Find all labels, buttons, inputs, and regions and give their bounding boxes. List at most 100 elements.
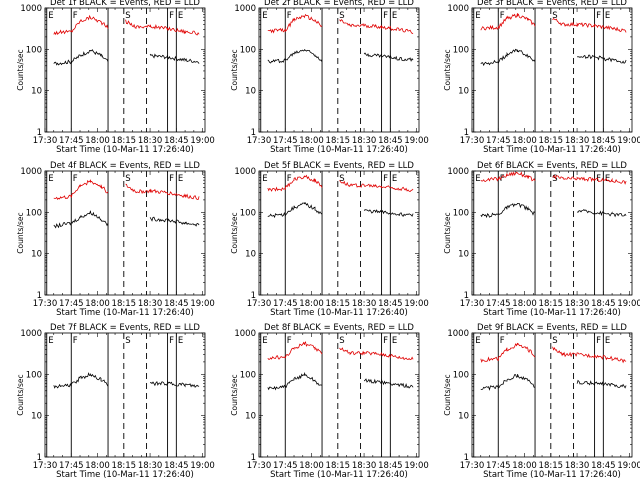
y-tick-label: 1 xyxy=(37,453,42,463)
detector-panel-3: Det 3f BLACK = Events, RED = LLD 17:30 17:… xyxy=(443,0,640,155)
plot-frame xyxy=(471,7,633,133)
y-tick-label: 1000 xyxy=(20,4,42,14)
event-marker-label: F xyxy=(169,11,174,21)
y-tick-label: 100 xyxy=(240,45,256,55)
x-tick-label: 19:00 xyxy=(404,461,429,471)
event-marker-label: S xyxy=(552,174,557,184)
event-marker-label: F xyxy=(596,11,601,21)
event-marker-label: S xyxy=(339,11,344,21)
x-tick-label: 18:15 xyxy=(539,461,564,471)
x-tick-label: 18:15 xyxy=(326,461,351,471)
x-tick-label: 18:00 xyxy=(85,461,110,471)
x-tick-label: 17:30 xyxy=(460,136,485,146)
x-tick-label: 19:00 xyxy=(617,461,640,471)
events-series-line xyxy=(53,210,200,229)
event-marker-label: S xyxy=(339,174,344,184)
y-axis-label: Counts/sec xyxy=(16,212,25,253)
y-tick-label: 1 xyxy=(464,291,469,301)
x-axis-label: Start Time (10-Mar-11 17:26:40) xyxy=(270,470,408,480)
y-tick-label: 1000 xyxy=(234,167,256,177)
x-tick-label: 18:15 xyxy=(112,299,137,309)
event-marker-label: F xyxy=(596,336,601,346)
event-marker-label: E xyxy=(178,11,183,21)
detector-panel-9: Det 9f BLACK = Events, RED = LLD 17:30 17:… xyxy=(443,323,640,480)
panel-title: Det 1f BLACK = Events, RED = LLD xyxy=(50,0,200,8)
x-tick-label: 18:30 xyxy=(565,136,590,146)
x-tick-label: 18:15 xyxy=(539,136,564,146)
event-marker-label: E xyxy=(605,11,610,21)
event-marker-label: S xyxy=(125,336,130,346)
x-axis-label: Start Time (10-Mar-11 17:26:40) xyxy=(483,308,621,318)
x-tick-label: 18:00 xyxy=(299,299,324,309)
event-marker-label: F xyxy=(73,336,78,346)
x-tick-label: 18:15 xyxy=(326,136,351,146)
y-tick-label: 1000 xyxy=(20,329,42,339)
x-axis-label: Start Time (10-Mar-11 17:26:40) xyxy=(270,145,408,155)
x-tick-label: 17:30 xyxy=(33,299,58,309)
y-axis-label: Counts/sec xyxy=(230,49,239,90)
panel-title: Det 4f BLACK = Events, RED = LLD xyxy=(50,161,200,171)
event-marker-label: F xyxy=(169,174,174,184)
y-tick-label: 1 xyxy=(37,128,42,138)
event-marker-label: F xyxy=(383,336,388,346)
y-tick-label: 100 xyxy=(26,208,42,218)
x-tick-label: 17:30 xyxy=(33,461,58,471)
event-marker-label: S xyxy=(552,11,557,21)
x-axis-label: Start Time (10-Mar-11 17:26:40) xyxy=(483,470,621,480)
y-axis-label: Counts/sec xyxy=(16,374,25,415)
event-marker-label: S xyxy=(125,11,130,21)
event-marker-label: E xyxy=(605,336,610,346)
x-tick-label: 18:30 xyxy=(138,461,163,471)
y-tick-label: 100 xyxy=(453,45,469,55)
event-marker-label: E xyxy=(48,11,53,21)
plot-frame xyxy=(471,170,633,296)
plot-frame xyxy=(471,332,633,458)
event-marker-label: S xyxy=(339,336,344,346)
y-tick-label: 1 xyxy=(251,291,256,301)
x-tick-label: 18:30 xyxy=(138,136,163,146)
x-tick-label: 17:45 xyxy=(273,461,298,471)
x-tick-label: 17:45 xyxy=(486,461,511,471)
events-series-line xyxy=(480,374,627,391)
x-tick-label: 17:30 xyxy=(247,461,272,471)
x-tick-label: 18:30 xyxy=(352,461,377,471)
x-tick-label: 18:30 xyxy=(565,461,590,471)
x-tick-label: 19:00 xyxy=(617,136,640,146)
y-axis-label: Counts/sec xyxy=(230,374,239,415)
x-tick-label: 18:00 xyxy=(512,136,537,146)
panel-title: Det 5f BLACK = Events, RED = LLD xyxy=(264,161,414,171)
x-tick-label: 18:30 xyxy=(565,299,590,309)
lld-series-line xyxy=(53,179,200,201)
x-tick-label: 18:45 xyxy=(164,461,189,471)
event-marker-label: E xyxy=(605,174,610,184)
detector-panel-4: Det 4f BLACK = Events, RED = LLD 17:30 17:… xyxy=(16,161,215,318)
x-tick-label: 18:15 xyxy=(326,299,351,309)
panel-title: Det 3f BLACK = Events, RED = LLD xyxy=(477,0,627,8)
x-tick-label: 19:00 xyxy=(190,461,215,471)
y-tick-label: 100 xyxy=(453,370,469,380)
x-tick-label: 18:15 xyxy=(112,461,137,471)
y-tick-label: 1000 xyxy=(447,167,469,177)
y-tick-label: 10 xyxy=(458,87,469,97)
event-marker-label: E xyxy=(475,336,480,346)
x-tick-label: 18:30 xyxy=(138,299,163,309)
y-tick-label: 10 xyxy=(245,412,256,422)
panel-title: Det 6f BLACK = Events, RED = LLD xyxy=(477,161,627,171)
x-tick-label: 18:00 xyxy=(85,136,110,146)
y-tick-label: 100 xyxy=(26,45,42,55)
panel-title: Det 7f BLACK = Events, RED = LLD xyxy=(50,323,200,333)
lld-series-line xyxy=(267,341,414,361)
y-tick-label: 10 xyxy=(458,250,469,260)
event-marker-label: E xyxy=(392,336,397,346)
panel-title: Det 2f BLACK = Events, RED = LLD xyxy=(264,0,414,8)
y-axis-label: Counts/sec xyxy=(443,49,452,90)
event-marker-label: F xyxy=(169,336,174,346)
x-tick-label: 18:30 xyxy=(352,299,377,309)
y-axis-label: Counts/sec xyxy=(16,49,25,90)
lld-series-line xyxy=(267,174,414,192)
events-series-line xyxy=(480,48,627,67)
event-marker-label: F xyxy=(73,11,78,21)
y-tick-label: 100 xyxy=(240,208,256,218)
x-tick-label: 19:00 xyxy=(404,299,429,309)
event-marker-label: E xyxy=(48,336,53,346)
